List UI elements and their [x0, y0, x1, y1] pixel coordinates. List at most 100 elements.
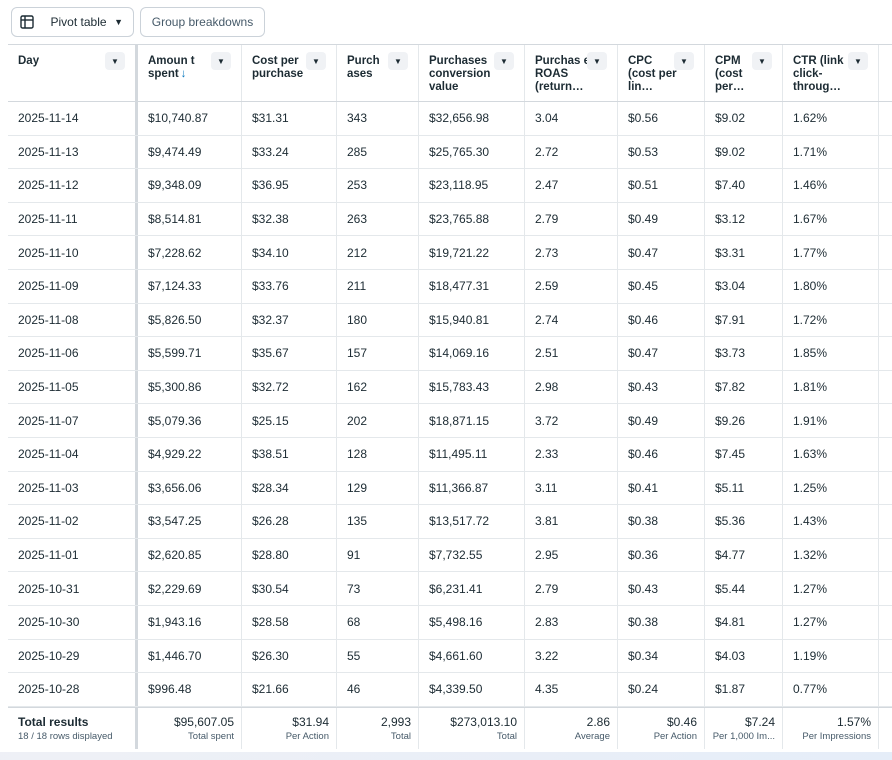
metric-cell: $3.12 [705, 202, 783, 236]
pivot-table-button[interactable]: Pivot table ▼ [11, 7, 134, 37]
metric-cell: $0.51 [618, 169, 705, 202]
table-row[interactable]: 2025-11-02 $3,547.25 $26.28 135 $13,517.72 3.… [8, 505, 892, 539]
table-row[interactable]: 2025-11-01 $2,620.85 $28.80 91 $7,732.55 2.95… [8, 538, 892, 573]
column-menu-icon[interactable]: ▼ [587, 52, 607, 70]
metric-cell: $1,943.16 [138, 605, 242, 639]
table-row[interactable]: 2025-11-03 $3,656.06 $28.34 129 $11,366.87 3.… [8, 471, 892, 506]
table-row[interactable]: 2025-11-12 $9,348.09 $36.95 253 $23,118.95 2.… [8, 169, 892, 203]
column-header-label: CPC (cost per lin… [628, 55, 677, 93]
table-row[interactable]: 2025-11-05 $5,300.86 $32.72 162 $15,783.43 2.… [8, 370, 892, 405]
metric-cell: $0.41 [618, 471, 705, 505]
table-row[interactable]: 2025-10-29 $1,446.70 $26.30 55 $4,661.60 3.22… [8, 639, 892, 674]
column-menu-icon[interactable]: ▼ [306, 52, 326, 70]
metric-cell: $0.47 [618, 236, 705, 269]
metric-cell: $2,229.69 [138, 572, 242, 605]
metric-cell: $0.38 [618, 605, 705, 639]
column-header-cpm[interactable]: CPM (cost per… ▼ [705, 45, 783, 101]
day-cell: 2025-10-28 [8, 673, 138, 706]
metric-cell: $25,765.30 [419, 135, 525, 169]
metric-cell: 1.71% [783, 135, 879, 169]
metric-cell: 285 [337, 135, 419, 169]
totals-cell: $95,607.05 Total spent [138, 707, 242, 749]
column-header-conversion-value[interactable]: Purchases conversion value ▼ [419, 45, 525, 101]
metric-cell: $14,069.16 [419, 337, 525, 370]
table-row[interactable]: 2025-10-31 $2,229.69 $30.54 73 $6,231.41 2.79… [8, 572, 892, 606]
table-row[interactable]: 2025-11-11 $8,514.81 $32.38 263 $23,765.88 2.… [8, 202, 892, 237]
column-menu-icon[interactable]: ▼ [752, 52, 772, 70]
table-row[interactable]: 2025-11-09 $7,124.33 $33.76 211 $18,477.31 2.… [8, 269, 892, 304]
table-row[interactable]: 2025-10-28 $996.48 $21.66 46 $4,339.50 4.35 $0… [8, 673, 892, 707]
column-menu-icon[interactable]: ▼ [105, 52, 125, 70]
column-menu-icon[interactable]: ▼ [494, 52, 514, 70]
metric-cell: $0.47 [618, 337, 705, 370]
table-row[interactable]: 2025-11-08 $5,826.50 $32.37 180 $15,940.81 2.… [8, 303, 892, 338]
row-filler [879, 236, 892, 269]
column-header-ctr[interactable]: CTR (link click- throug… ▼ [783, 45, 879, 101]
table-row[interactable]: 2025-11-06 $5,599.71 $35.67 157 $14,069.16 2.… [8, 337, 892, 371]
day-cell: 2025-11-09 [8, 269, 138, 303]
metric-cell: $3.73 [705, 337, 783, 370]
table-row[interactable]: 2025-11-07 $5,079.36 $25.15 202 $18,871.15 3.… [8, 404, 892, 438]
row-filler [879, 539, 892, 572]
group-breakdowns-button[interactable]: Group breakdowns [140, 7, 265, 37]
day-cell: 2025-10-30 [8, 605, 138, 639]
metric-cell: 3.81 [525, 505, 618, 538]
day-cell: 2025-11-10 [8, 236, 138, 269]
totals-cell: 1.57% Per Impressions [783, 707, 879, 749]
metric-cell: 2.33 [525, 437, 618, 471]
metric-cell: $3,656.06 [138, 471, 242, 505]
column-menu-icon[interactable]: ▼ [211, 52, 231, 70]
metric-cell: 4.35 [525, 673, 618, 706]
totals-filler [879, 708, 892, 749]
column-header-amount-spent[interactable]: Amoun t spent ↓ ▼ [138, 45, 242, 101]
metric-cell: $5,826.50 [138, 303, 242, 337]
column-menu-icon[interactable]: ▼ [848, 52, 868, 70]
metric-cell: 135 [337, 505, 419, 538]
rows-displayed-count: 18 / 18 rows displayed [18, 730, 113, 742]
metric-cell: $9.02 [705, 135, 783, 169]
row-filler [879, 136, 892, 169]
totals-cell: 2,993 Total [337, 707, 419, 749]
metric-cell: $7.91 [705, 303, 783, 337]
total-label: Per Impressions [802, 730, 871, 742]
table-row[interactable]: 2025-10-30 $1,943.16 $28.58 68 $5,498.16 2.83… [8, 605, 892, 640]
table-row[interactable]: 2025-11-13 $9,474.49 $33.24 285 $25,765.30 2.… [8, 135, 892, 170]
metric-cell: $21.66 [242, 673, 337, 706]
column-header-cpc[interactable]: CPC (cost per lin… ▼ [618, 45, 705, 101]
column-header-cost-per-purchase[interactable]: Cost per purchase ▼ [242, 45, 337, 101]
table-header-row: Day ▼ Amoun t spent ↓ ▼ Cost per purchase ▼ … [8, 44, 892, 102]
metric-cell: 211 [337, 269, 419, 303]
metric-cell: $18,477.31 [419, 269, 525, 303]
column-header-purchases[interactable]: Purch ases ▼ [337, 45, 419, 101]
metric-cell: 2.73 [525, 236, 618, 269]
metric-cell: $5,079.36 [138, 404, 242, 437]
metric-cell: $4.81 [705, 605, 783, 639]
row-filler [879, 404, 892, 437]
column-header-day[interactable]: Day ▼ [8, 45, 138, 101]
metric-cell: $3.04 [705, 269, 783, 303]
metric-cell: $1,446.70 [138, 639, 242, 673]
table-row[interactable]: 2025-11-10 $7,228.62 $34.10 212 $19,721.22 2.… [8, 236, 892, 270]
column-header-roas[interactable]: Purchas e ROAS (return… ▼ [525, 45, 618, 101]
day-cell: 2025-11-05 [8, 370, 138, 404]
metric-cell: 202 [337, 404, 419, 437]
metric-cell: $25.15 [242, 404, 337, 437]
column-menu-icon[interactable]: ▼ [388, 52, 408, 70]
metric-cell: $0.43 [618, 572, 705, 605]
metric-cell: 73 [337, 572, 419, 605]
totals-cell: $7.24 Per 1,000 Im... [705, 707, 783, 749]
table-row[interactable]: 2025-11-14 $10,740.87 $31.31 343 $32,656.98 3… [8, 102, 892, 136]
metric-cell: $31.31 [242, 102, 337, 135]
metric-cell: $4,339.50 [419, 673, 525, 706]
metric-cell: 2.95 [525, 538, 618, 572]
metric-cell: 2.51 [525, 337, 618, 370]
table-row[interactable]: 2025-11-04 $4,929.22 $38.51 128 $11,495.11 2.… [8, 437, 892, 472]
metric-cell: 2.79 [525, 572, 618, 605]
metric-cell: 162 [337, 370, 419, 404]
metric-cell: 3.11 [525, 471, 618, 505]
metric-cell: 1.80% [783, 269, 879, 303]
column-menu-icon[interactable]: ▼ [674, 52, 694, 70]
row-filler [879, 472, 892, 505]
metric-cell: $13,517.72 [419, 505, 525, 538]
metric-cell: 1.27% [783, 572, 879, 605]
